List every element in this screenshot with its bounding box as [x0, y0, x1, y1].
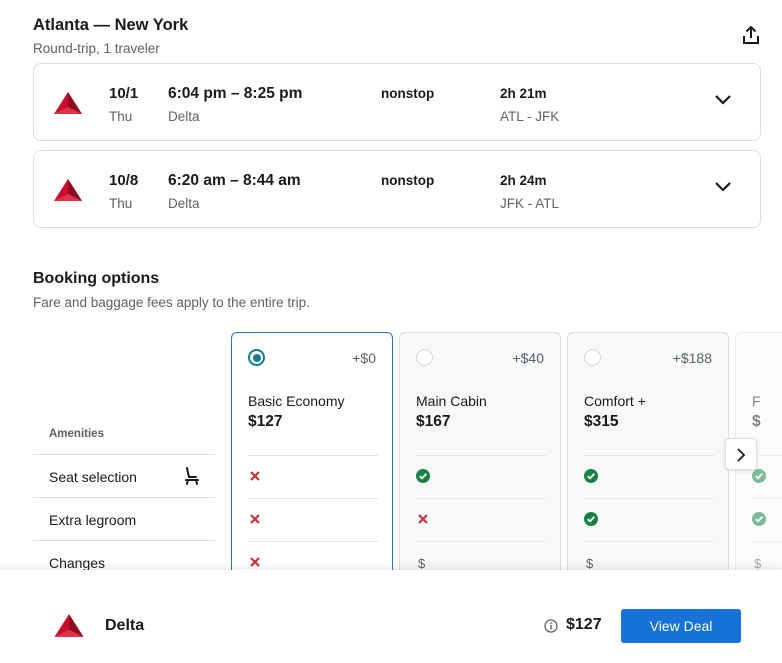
fare-price: $127: [248, 413, 283, 430]
chevron-right-icon: [737, 448, 746, 462]
fare-name: Main Cabin: [416, 393, 487, 409]
fare-name: Basic Economy: [248, 393, 345, 409]
amenity-row-seat-selection: Seat selection: [33, 454, 215, 497]
leg-route: JFK - ATL: [500, 196, 560, 211]
fare-cell-extra-legroom: [248, 498, 378, 541]
fare-radio[interactable]: [584, 349, 601, 366]
cross-icon: [250, 557, 260, 567]
fare-radio[interactable]: [248, 349, 265, 366]
leg-day: Thu: [109, 196, 133, 211]
footer-airline: Delta: [105, 617, 145, 634]
check-circle-icon: [416, 469, 430, 483]
fare-cell-extra-legroom: [416, 498, 546, 541]
fare-option-basic-economy[interactable]: +$0 Basic Economy $127: [231, 332, 393, 592]
delta-logo-icon: [54, 614, 84, 637]
fee-indicator: $: [418, 556, 426, 571]
leg-duration: 2h 21m: [500, 86, 547, 101]
fare-price: $: [752, 413, 761, 430]
trip-subtitle: Round-trip, 1 traveler: [33, 41, 160, 56]
leg-day: Thu: [109, 109, 133, 124]
check-circle-icon: [752, 512, 766, 526]
delta-logo-icon: [54, 179, 82, 201]
seat-icon: [185, 467, 199, 485]
amenity-row-changes: Changes: [33, 540, 215, 583]
trip-title: Atlanta — New York: [33, 16, 189, 34]
check-circle-icon: [752, 469, 766, 483]
amenity-label: Changes: [49, 555, 106, 571]
fare-cell-changes: $: [752, 541, 782, 584]
trip-header: Atlanta — New York Round-trip, 1 travele…: [33, 16, 188, 56]
fare-cell-extra-legroom: [584, 498, 714, 541]
chevron-down-icon[interactable]: [714, 94, 732, 106]
check-circle-icon: [584, 469, 598, 483]
cross-icon: [250, 514, 260, 524]
fare-cell-seat-selection: [752, 455, 782, 498]
flight-leg-return[interactable]: 10/8 Thu 6:20 am – 8:44 am Delta nonstop…: [33, 150, 761, 228]
leg-times: 6:04 pm – 8:25 pm: [168, 85, 303, 102]
fare-cell-changes: $: [416, 541, 546, 584]
fare-price-delta: +$0: [352, 350, 376, 366]
fare-option-comfort-plus[interactable]: +$188 Comfort + $315 $: [567, 332, 729, 592]
fare-option-main-cabin[interactable]: +$40 Main Cabin $167 $: [399, 332, 561, 592]
leg-duration: 2h 24m: [500, 173, 547, 188]
delta-logo-icon: [54, 92, 82, 114]
amenity-row-extra-legroom: Extra legroom: [33, 497, 215, 540]
fee-indicator: $: [586, 556, 594, 571]
fare-cell-changes: [248, 541, 378, 584]
booking-options-subtitle: Fare and baggage fees apply to the entir…: [33, 295, 310, 310]
fare-radio[interactable]: [416, 349, 433, 366]
scroll-next-button[interactable]: [725, 438, 757, 470]
deal-footer: Delta $127 View Deal: [0, 570, 782, 663]
chevron-down-icon[interactable]: [714, 181, 732, 193]
fare-price: $167: [416, 413, 451, 430]
leg-route: ATL - JFK: [500, 109, 560, 124]
view-deal-button[interactable]: View Deal: [621, 609, 741, 643]
leg-times: 6:20 am – 8:44 am: [168, 172, 301, 189]
amenity-label: Extra legroom: [49, 512, 137, 528]
share-icon[interactable]: [740, 24, 762, 46]
fare-cell-seat-selection: [416, 455, 546, 498]
fare-cell-seat-selection: [248, 455, 378, 498]
fare-cell-extra-legroom: [752, 498, 782, 541]
leg-carrier: Delta: [168, 109, 200, 124]
leg-stops: nonstop: [381, 173, 435, 188]
amenity-label: Seat selection: [49, 469, 137, 485]
leg-carrier: Delta: [168, 196, 200, 211]
fare-name: Comfort +: [584, 393, 646, 409]
leg-stops: nonstop: [381, 86, 435, 101]
check-circle-icon: [584, 512, 598, 526]
fare-price-delta: +$188: [672, 350, 712, 366]
footer-price: $127: [566, 616, 602, 633]
fare-name: F: [752, 393, 761, 409]
fare-cell-seat-selection: [584, 455, 714, 498]
cross-icon: [250, 471, 260, 481]
fare-cell-changes: $: [584, 541, 714, 584]
flight-leg-outbound[interactable]: 10/1 Thu 6:04 pm – 8:25 pm Delta nonstop…: [33, 63, 761, 141]
amenities-header: Amenities: [49, 428, 104, 440]
fare-price: $315: [584, 413, 619, 430]
leg-date: 10/8: [109, 172, 139, 189]
fee-indicator: $: [754, 556, 762, 571]
fare-price-delta: +$40: [512, 350, 544, 366]
leg-date: 10/1: [109, 85, 139, 102]
info-icon[interactable]: [544, 619, 558, 633]
cross-icon: [418, 514, 428, 524]
booking-options-title: Booking options: [33, 270, 160, 287]
